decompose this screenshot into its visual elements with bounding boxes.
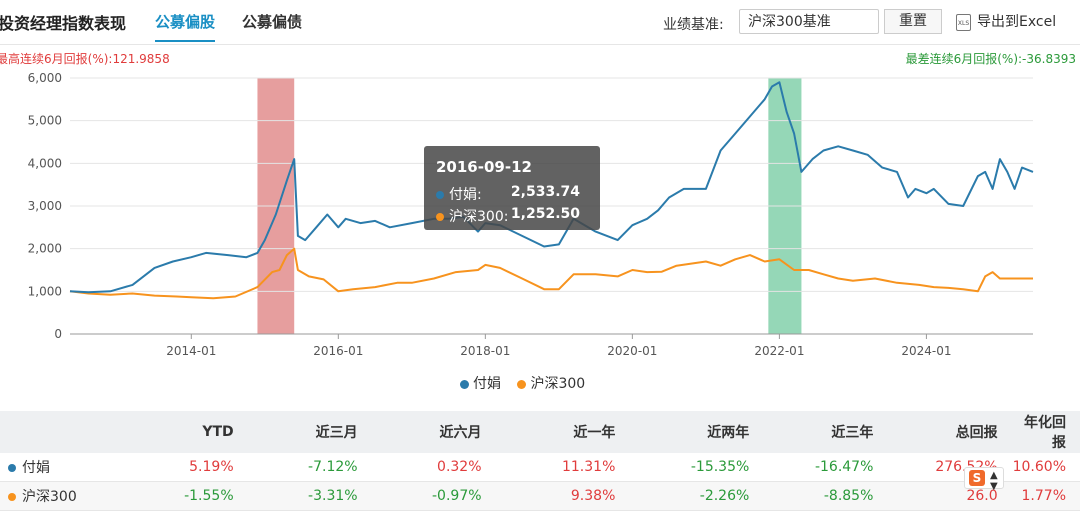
benchmark-select[interactable]: 沪深300基准 [739,9,879,34]
tooltip-row-benchmark: 沪深300: 1,252.50 [436,206,590,226]
y-tick-label: 4,000 [28,156,62,170]
tooltip-date: 2016-09-12 [436,158,532,176]
cell-annualized: 1.77% [1011,481,1080,511]
sogou-logo-icon: S [969,470,985,486]
excel-file-icon: XLS [956,13,971,31]
tooltip-row-fund: 付娟: 2,533.74 [436,184,590,204]
series-line-benchmark[interactable] [69,247,1033,300]
chevron-up-down-icon: ▲ ▼ [990,470,998,492]
cell-2y: -15.35% [629,453,764,482]
x-tick-label: 2014-01 [166,344,216,358]
export-excel-button[interactable]: XLS 导出到Excel [956,11,1056,31]
table-header-3y[interactable]: 近三年 [763,411,888,453]
x-tick-label: 2022-01 [754,344,804,358]
tooltip-value-benchmark: 1,252.50 [510,206,580,222]
tooltip-dot-fund [436,191,444,199]
legend-dot-fund [460,379,469,389]
legend-label-benchmark: 沪深300 [530,376,586,392]
table-row[interactable]: 沪深300 -1.55% -3.31% -0.97% 9.38% -2.26% -8.85%… [0,481,1080,511]
cell-1y: 9.38% [495,481,630,511]
page-title: 投资经理指数表现 [0,14,127,33]
legend-label-fund: 付娟 [473,376,501,392]
top-bar: 投资经理指数表现 公募偏股 公募偏债 业绩基准: 沪深300基准 重置 XLS 导… [0,0,1080,45]
tooltip-dot-benchmark [436,213,444,221]
x-tick-label: 2016-01 [313,344,363,358]
cell-ytd: -1.55% [123,481,248,511]
cell-3y: -8.85% [763,481,888,511]
table-header-2y[interactable]: 近两年 [629,411,764,453]
table-header-row: YTD 近三月 近六月 近一年 近两年 近三年 总回报 年化回报 [0,411,1080,453]
y-tick-label: 5,000 [28,114,62,128]
x-tick-label: 2024-01 [901,344,951,358]
table-header-ytd[interactable]: YTD [123,411,248,453]
cell-annualized: 10.60% [1011,453,1080,482]
table-header-6m[interactable]: 近六月 [371,411,496,453]
y-tick-label: 0 [54,327,62,341]
table-header-total[interactable]: 总回报 [887,411,1012,453]
chart-tooltip: 2016-09-12 付娟: 2,533.74 沪深300: 1,252.50 [424,146,600,230]
tooltip-name-benchmark: 沪深300: [449,209,509,225]
tab-equity-funds[interactable]: 公募偏股 [155,13,216,42]
cell-ytd: 5.19% [123,453,248,482]
table-header-annualized[interactable]: 年化回报 [1011,411,1080,453]
input-method-badge[interactable]: S ▲ ▼ [964,467,1004,492]
table-header-3m[interactable]: 近三月 [247,411,372,453]
x-tick-label: 2018-01 [460,344,510,358]
cell-1y: 11.31% [495,453,630,482]
min-6m-return: 最差连续6月回报(%):-36.8393 [905,52,1076,66]
tooltip-name-fund: 付娟: [449,187,482,203]
tab-bond-funds[interactable]: 公募偏债 [242,13,303,31]
cell-3m: -7.12% [247,453,372,482]
x-tick-label: 2020-01 [607,344,657,358]
cell-6m: 0.32% [371,453,496,482]
benchmark-label: 业绩基准: [663,17,724,33]
legend-item-fund[interactable]: 付娟 [460,373,501,393]
row-name-cell: 沪深300 [0,481,124,511]
cell-3m: -3.31% [247,481,372,511]
y-tick-label: 2,000 [28,242,62,256]
reset-button[interactable]: 重置 [884,9,942,34]
row-name-cell: 付娟 [0,453,124,482]
tooltip-value-fund: 2,533.74 [510,184,580,200]
table-header-1y[interactable]: 近一年 [495,411,630,453]
table-header-name [0,411,124,453]
cell-2y: -2.26% [629,481,764,511]
max-6m-return: 最高连续6月回报(%):121.9858 [0,52,170,66]
series-line-fund[interactable] [69,81,1034,294]
y-tick-label: 3,000 [28,199,62,213]
legend-item-benchmark[interactable]: 沪深300 [517,373,585,393]
performance-table: YTD 近三月 近六月 近一年 近两年 近三年 总回报 年化回报 付娟 5.19%… [0,411,1080,511]
cell-3y: -16.47% [763,453,888,482]
legend-dot-benchmark [517,379,527,389]
chart-legend: 付娟 沪深300 [460,373,597,393]
performance-chart[interactable]: 0 1,000 2,000 3,000 4,000 5,000 6,000 2014-01 20… [0,62,1080,367]
y-tick-label: 1,000 [28,284,62,298]
row-name: 付娟 [22,460,50,476]
row-name: 沪深300 [22,489,77,505]
y-tick-label: 6,000 [28,71,62,85]
series-dot [8,493,16,501]
export-label: 导出到Excel [977,14,1057,30]
cell-6m: -0.97% [371,481,496,511]
table-row[interactable]: 付娟5.19%-7.12%0.32%11.31%-15.35%-16.47%27… [0,453,1080,482]
series-dot [8,464,16,472]
